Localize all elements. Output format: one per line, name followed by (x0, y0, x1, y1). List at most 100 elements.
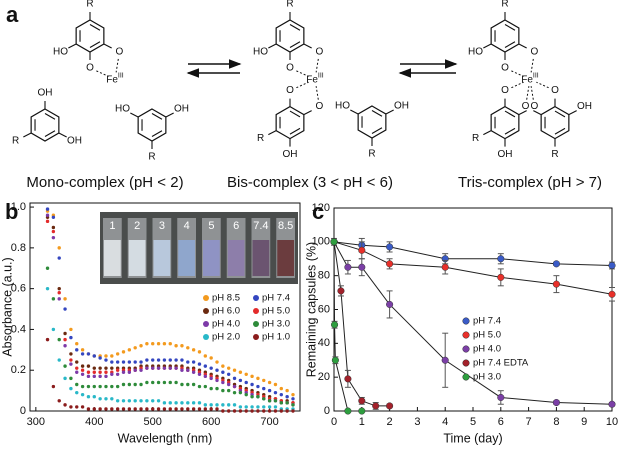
substituent-bond (518, 43, 527, 49)
data-point (203, 354, 208, 358)
ring: O OH R O (522, 85, 592, 160)
data-point (497, 273, 505, 281)
data-point (133, 407, 137, 411)
data-point (45, 286, 50, 291)
inset-label: 2 (134, 220, 140, 232)
panel-label: c (312, 199, 324, 224)
atom-label: R (148, 152, 155, 163)
data-point (98, 366, 102, 370)
data-point (139, 399, 143, 403)
data-point (221, 409, 225, 413)
vial-liquid (104, 240, 121, 276)
data-point (86, 407, 91, 411)
data-point (110, 366, 114, 370)
data-point (291, 392, 295, 397)
legend-marker (462, 373, 470, 381)
y-axis-label: Absorbance (a.u.) (0, 257, 14, 356)
data-point (267, 388, 272, 393)
legend-label: pH 7.4 EDTA (473, 358, 529, 369)
data-point (238, 390, 243, 395)
double-bond (44, 113, 56, 120)
double-bond (554, 110, 566, 118)
data-point (180, 382, 184, 387)
atom-label: O (531, 47, 539, 58)
x-tick-label: 600 (202, 416, 220, 428)
data-point (441, 263, 449, 271)
substituent-bond (165, 112, 174, 118)
legend-label: pH 4.0 (212, 319, 240, 330)
data-point (127, 382, 132, 387)
data-point (75, 360, 79, 364)
data-point (203, 364, 208, 368)
data-point (203, 403, 208, 407)
double-bond (371, 127, 383, 134)
data-point (256, 395, 260, 399)
data-point (57, 337, 61, 342)
substituent-bond (58, 132, 67, 138)
data-point (262, 397, 266, 401)
data-point (279, 409, 283, 413)
data-point (197, 362, 202, 366)
panel-label: a (6, 2, 19, 27)
data-point (115, 360, 120, 364)
data-point (69, 327, 73, 332)
x-tick-label: 1 (359, 416, 365, 428)
data-point (69, 376, 73, 381)
double-bond (44, 130, 56, 137)
data-point (51, 229, 56, 234)
data-point (45, 266, 50, 270)
data-point (86, 370, 91, 374)
atom-label: O (316, 47, 324, 58)
data-point (51, 327, 56, 332)
ring: O O OH R (257, 85, 324, 160)
data-point (63, 376, 67, 381)
data-point (57, 358, 61, 362)
inset-label: 7.4 (253, 220, 268, 232)
atom-label: HO (115, 104, 130, 115)
data-point (86, 384, 91, 389)
coordination-bond (115, 58, 119, 73)
data-point (104, 354, 108, 358)
data-point (86, 364, 91, 368)
iron-label: FeIII (306, 72, 324, 85)
data-point (69, 386, 73, 391)
data-point (69, 362, 73, 366)
y-tick-label: 0.8 (11, 242, 26, 254)
data-point (115, 399, 120, 403)
atom-label: O (86, 63, 94, 74)
legend-marker (203, 334, 209, 340)
data-point (69, 358, 73, 362)
double-bond (289, 24, 301, 31)
double-bond (554, 127, 566, 135)
double-bond (151, 130, 163, 137)
legend-marker (253, 295, 259, 301)
substituent-bond (303, 43, 312, 49)
data-point (267, 380, 272, 385)
atom-label: OH (67, 136, 82, 147)
data-point (104, 397, 108, 401)
data-point (63, 364, 67, 368)
data-point (121, 350, 126, 354)
data-point (121, 407, 126, 411)
data-point (209, 356, 213, 360)
double-bond (504, 127, 516, 135)
atom-label: OH (174, 104, 189, 115)
data-point (110, 407, 114, 411)
inset-label: 6 (233, 220, 239, 232)
legend-marker (203, 308, 209, 314)
data-point (197, 350, 202, 354)
atom-label: OH (394, 101, 409, 112)
ring: R O O HO (53, 0, 123, 74)
data-point (92, 366, 96, 370)
data-point (69, 405, 73, 409)
data-point (168, 358, 172, 362)
data-point (291, 397, 295, 401)
substituent-bond (68, 43, 77, 49)
data-point (80, 405, 85, 409)
data-point (63, 331, 67, 336)
data-point (104, 370, 108, 374)
data-point (121, 370, 126, 374)
x-axis-label: Time (day) (443, 431, 502, 445)
data-point (203, 374, 208, 379)
